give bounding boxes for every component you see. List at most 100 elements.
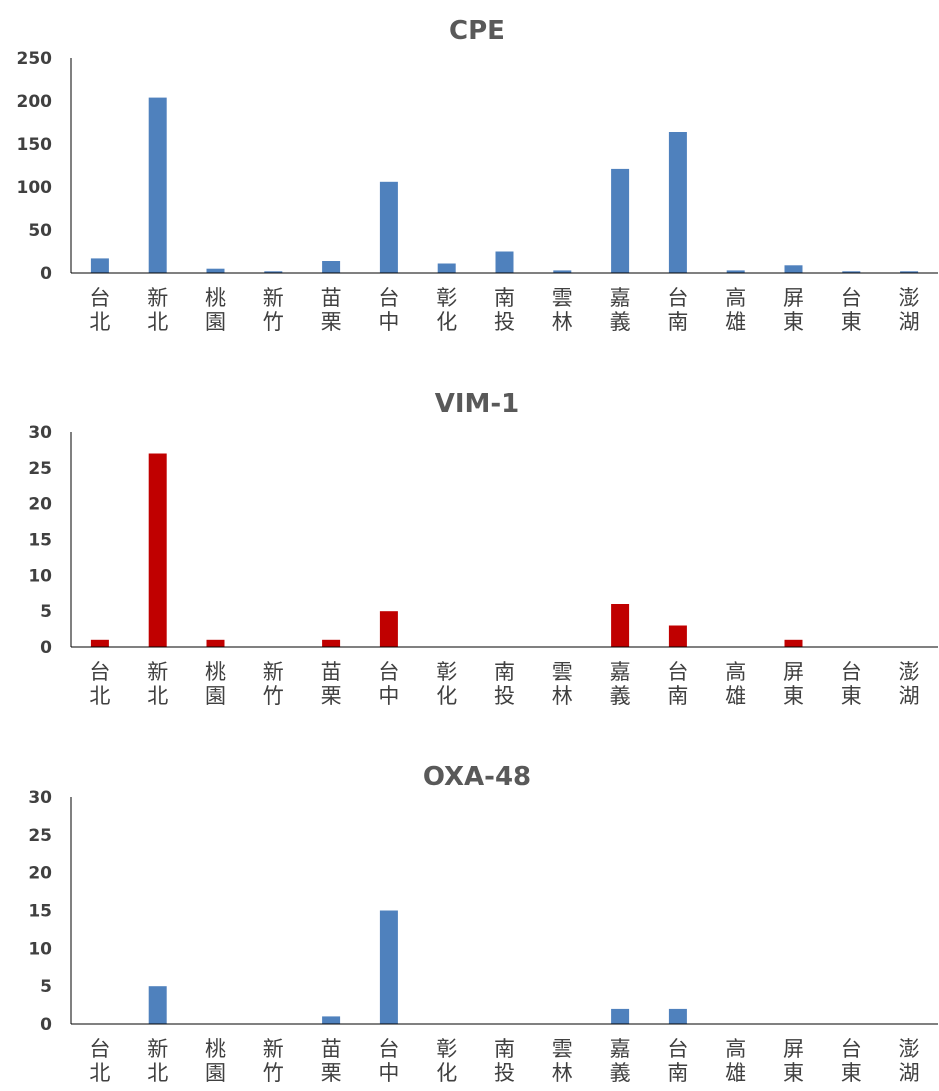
x-tick-label: 台北 bbox=[89, 1037, 110, 1085]
x-tick-label: 新竹 bbox=[263, 660, 284, 708]
x-tick-label: 桃園 bbox=[205, 660, 226, 708]
x-tick-label: 台南 bbox=[667, 1037, 688, 1085]
x-tick-label: 新北 bbox=[147, 286, 168, 334]
x-tick-label: 新竹 bbox=[263, 1037, 284, 1085]
x-tick-label: 南投 bbox=[494, 1037, 515, 1085]
x-tick-label: 台東 bbox=[841, 660, 862, 708]
y-tick-label: 15 bbox=[28, 902, 52, 922]
x-tick-label: 桃園 bbox=[205, 286, 226, 334]
y-tick-label: 0 bbox=[40, 638, 52, 658]
x-tick-label: 高雄 bbox=[725, 1037, 746, 1085]
x-tick-label: 彰化 bbox=[436, 1037, 457, 1085]
y-tick-label: 100 bbox=[17, 178, 53, 198]
bar bbox=[668, 1008, 687, 1024]
y-tick-label: 0 bbox=[40, 1015, 52, 1035]
bar bbox=[668, 625, 687, 647]
bar bbox=[148, 986, 167, 1024]
y-tick-label: 20 bbox=[28, 495, 52, 515]
bar bbox=[322, 1016, 341, 1024]
bar bbox=[842, 271, 861, 273]
x-tick-label: 雲林 bbox=[552, 660, 573, 708]
x-tick-label: 南投 bbox=[494, 286, 515, 334]
x-tick-label: 屏東 bbox=[783, 286, 804, 334]
x-tick-label: 新竹 bbox=[263, 286, 284, 334]
x-tick-label: 台南 bbox=[667, 286, 688, 334]
y-tick-label: 25 bbox=[28, 459, 52, 479]
x-tick-label: 彰化 bbox=[436, 286, 457, 334]
chart-title: CPE bbox=[449, 16, 505, 46]
y-tick-label: 150 bbox=[17, 135, 53, 155]
bar bbox=[90, 258, 109, 273]
x-tick-label: 苗栗 bbox=[321, 660, 342, 708]
y-tick-label: 50 bbox=[28, 221, 52, 241]
bar bbox=[726, 270, 745, 273]
bar bbox=[437, 263, 456, 273]
x-tick-label: 雲林 bbox=[552, 286, 573, 334]
chart-title: VIM-1 bbox=[435, 389, 520, 419]
x-tick-label: 台中 bbox=[378, 286, 399, 334]
x-tick-label: 嘉義 bbox=[610, 1037, 631, 1085]
x-tick-label: 新北 bbox=[147, 660, 168, 708]
bar bbox=[379, 181, 398, 273]
bar bbox=[611, 604, 630, 647]
x-tick-label: 台北 bbox=[89, 286, 110, 334]
bar bbox=[322, 261, 341, 273]
x-tick-label: 南投 bbox=[494, 660, 515, 708]
x-tick-label: 台東 bbox=[841, 286, 862, 334]
bar bbox=[206, 268, 225, 273]
x-tick-label: 高雄 bbox=[725, 660, 746, 708]
x-tick-label: 新北 bbox=[147, 1037, 168, 1085]
x-tick-label: 澎湖 bbox=[899, 1037, 920, 1085]
chart-title: OXA-48 bbox=[423, 762, 531, 792]
chart-panel-2: VIM-1 0 5 10 15 20 25 30 台北新北桃園新竹苗栗台中彰化南投雲林嘉義台南高… bbox=[28, 389, 938, 708]
x-tick-label: 桃園 bbox=[205, 1037, 226, 1085]
bar bbox=[90, 639, 109, 647]
y-tick-label: 15 bbox=[28, 531, 52, 551]
y-tick-label: 20 bbox=[28, 864, 52, 884]
chart-panel-1: CPE 0 50 100 150 200 250 台北新北桃園新竹苗栗台中彰化南投雲林嘉義台南… bbox=[17, 16, 938, 334]
y-tick-label: 10 bbox=[28, 566, 52, 586]
x-tick-label: 台北 bbox=[89, 660, 110, 708]
y-tick-label: 25 bbox=[28, 826, 52, 846]
bar bbox=[264, 271, 283, 273]
bar bbox=[900, 271, 919, 273]
y-tick-label: 250 bbox=[17, 49, 53, 69]
bar bbox=[611, 1008, 630, 1024]
x-tick-label: 苗栗 bbox=[321, 1037, 342, 1085]
bar bbox=[611, 168, 630, 273]
bar bbox=[148, 97, 167, 273]
bar bbox=[379, 910, 398, 1024]
x-tick-label: 台東 bbox=[841, 1037, 862, 1085]
x-tick-label: 彰化 bbox=[436, 660, 457, 708]
x-tick-label: 台中 bbox=[378, 660, 399, 708]
bar bbox=[553, 270, 572, 273]
x-tick-label: 苗栗 bbox=[321, 286, 342, 334]
y-tick-label: 200 bbox=[17, 92, 53, 112]
x-tick-label: 高雄 bbox=[725, 286, 746, 334]
y-tick-label: 30 bbox=[28, 788, 52, 808]
x-tick-label: 澎湖 bbox=[899, 286, 920, 334]
x-tick-label: 嘉義 bbox=[610, 286, 631, 334]
bar bbox=[784, 265, 803, 273]
x-tick-label: 嘉義 bbox=[610, 660, 631, 708]
bar bbox=[784, 639, 803, 647]
bar bbox=[206, 639, 225, 647]
y-tick-label: 0 bbox=[40, 264, 52, 284]
y-tick-label: 5 bbox=[40, 602, 52, 622]
x-tick-label: 台南 bbox=[667, 660, 688, 708]
x-tick-label: 屏東 bbox=[783, 660, 804, 708]
bar bbox=[322, 639, 341, 647]
chart-panel-3: OXA-48 0 5 10 15 20 25 30 台北新北桃園新竹苗栗台中彰化南投雲林嘉義台南… bbox=[28, 762, 938, 1085]
bar bbox=[668, 132, 687, 273]
bar bbox=[495, 251, 514, 273]
y-tick-label: 5 bbox=[40, 977, 52, 997]
bar bbox=[148, 453, 167, 647]
x-tick-label: 屏東 bbox=[783, 1037, 804, 1085]
bar bbox=[379, 611, 398, 647]
y-tick-label: 30 bbox=[28, 423, 52, 443]
x-tick-label: 澎湖 bbox=[899, 660, 920, 708]
x-tick-label: 台中 bbox=[378, 1037, 399, 1085]
x-tick-label: 雲林 bbox=[552, 1037, 573, 1085]
y-tick-label: 10 bbox=[28, 939, 52, 959]
